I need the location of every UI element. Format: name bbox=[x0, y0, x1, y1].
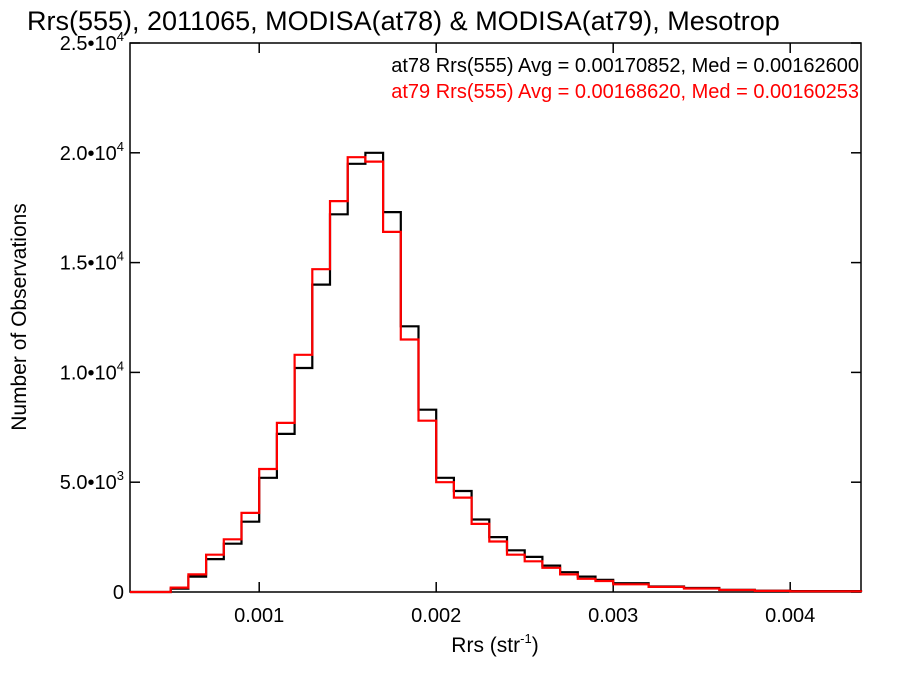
y-tick-exponent: 4 bbox=[117, 139, 124, 154]
x-tick-label: 0.004 bbox=[765, 605, 815, 627]
chart-title: Rrs(555), 2011065, MODISA(at78) & MODISA… bbox=[27, 6, 780, 36]
y-tick-mantissa: 5.0•10 bbox=[60, 472, 117, 494]
x-axis-ticks: 0.001 0.002 0.003 0.004 bbox=[234, 43, 815, 627]
y-tick-exponent: 4 bbox=[117, 358, 124, 373]
y-tick-label: 5.0•103 bbox=[60, 468, 124, 494]
y-tick-exponent: 3 bbox=[117, 468, 124, 483]
x-tick-label: 0.002 bbox=[411, 605, 461, 627]
x-tick-label: 0.001 bbox=[234, 605, 284, 627]
x-axis-label-sup: -1 bbox=[520, 631, 532, 646]
y-tick-exponent: 4 bbox=[117, 249, 124, 264]
series-line-at79 bbox=[130, 156, 863, 594]
series-layer bbox=[130, 151, 863, 594]
y-tick-mantissa: 2.5•10 bbox=[60, 33, 117, 55]
y-tick-label: 2.5•104 bbox=[60, 29, 124, 55]
y-tick-label: 1.5•104 bbox=[60, 249, 124, 275]
y-tick-label: 0 bbox=[113, 582, 124, 604]
plot-frame bbox=[129, 42, 862, 593]
x-axis-label-text: Rrs (str bbox=[451, 634, 520, 657]
y-tick-mantissa: 1.0•10 bbox=[60, 362, 117, 384]
series-line-at78 bbox=[130, 151, 863, 594]
y-axis-label: Number of Observations bbox=[8, 203, 31, 431]
y-tick-label: 2.0•104 bbox=[60, 139, 124, 165]
y-tick-label: 1.0•104 bbox=[60, 358, 124, 384]
legend-entry-at79: at79 Rrs(555) Avg = 0.00168620, Med = 0.… bbox=[391, 81, 859, 103]
y-tick-exponent: 4 bbox=[117, 29, 124, 44]
y-tick-mantissa: 1.5•10 bbox=[60, 253, 117, 275]
x-axis-label-close: ) bbox=[532, 634, 539, 657]
y-tick-mantissa: 0 bbox=[113, 582, 124, 604]
legend-entry-at78: at78 Rrs(555) Avg = 0.00170852, Med = 0.… bbox=[391, 55, 859, 77]
x-tick-label: 0.003 bbox=[588, 605, 638, 627]
x-axis-label: Rrs (str-1) bbox=[451, 631, 538, 657]
y-tick-mantissa: 2.0•10 bbox=[60, 143, 117, 165]
